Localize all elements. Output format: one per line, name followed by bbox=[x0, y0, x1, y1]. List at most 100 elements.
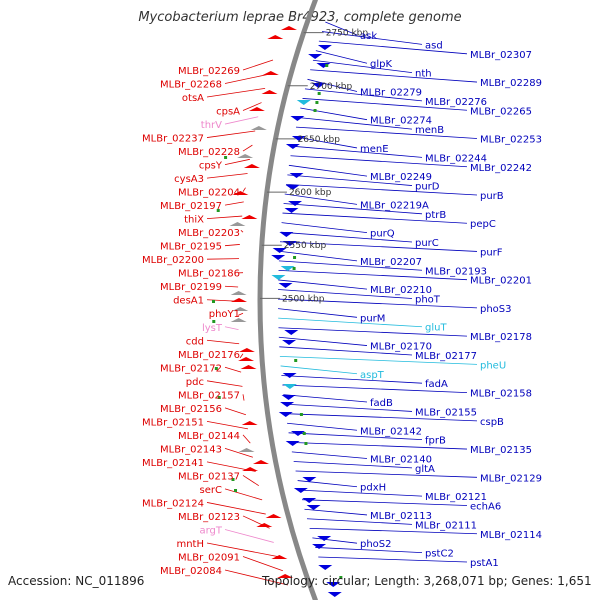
right-leader-line bbox=[306, 518, 413, 525]
left-leader-line bbox=[224, 201, 244, 206]
right-leader-line bbox=[277, 298, 478, 309]
right-gene-label: MLBr_02219A bbox=[360, 200, 429, 211]
right-leader-line bbox=[293, 136, 358, 149]
right-leader-line bbox=[278, 327, 468, 337]
left-gene-label: MLBr_02199 bbox=[160, 282, 222, 293]
right-leader-line bbox=[302, 98, 468, 111]
left-leader-line bbox=[206, 130, 256, 138]
left-leader-line bbox=[206, 258, 240, 260]
right-gene-label: MLBr_02274 bbox=[370, 116, 432, 127]
right-leader-line bbox=[288, 164, 368, 177]
left-gene-label: MLBr_02197 bbox=[160, 201, 222, 212]
right-leader-line bbox=[284, 403, 413, 412]
left-gene-label: MLBr_02172 bbox=[160, 363, 222, 374]
forward-gene-arrow bbox=[229, 222, 246, 226]
reverse-gene-arrow bbox=[317, 45, 332, 50]
right-leader-line bbox=[288, 432, 423, 441]
left-leader-line bbox=[224, 407, 246, 416]
left-leader-line bbox=[206, 502, 266, 515]
left-leader-line bbox=[242, 434, 251, 444]
reverse-gene-arrow bbox=[290, 431, 305, 436]
right-gene-label: MLBr_02114 bbox=[480, 530, 542, 541]
right-leader-line bbox=[283, 394, 368, 403]
left-leader-line bbox=[242, 556, 283, 572]
right-leader-line bbox=[293, 461, 413, 469]
right-gene-label: pstA1 bbox=[470, 558, 499, 569]
right-gene-label: MLBr_02244 bbox=[425, 153, 487, 164]
right-leader-line bbox=[278, 317, 423, 328]
right-leader-line bbox=[295, 470, 478, 478]
reverse-gene-arrow bbox=[282, 373, 297, 378]
reverse-gene-arrow bbox=[278, 283, 293, 288]
reverse-gene-arrow bbox=[316, 63, 331, 68]
right-gene-label: fprB bbox=[425, 436, 446, 447]
left-gene-label: otsA bbox=[182, 93, 204, 104]
right-leader-line bbox=[315, 547, 423, 553]
right-leader-line bbox=[278, 260, 423, 271]
gene-marker bbox=[214, 367, 218, 370]
reverse-gene-arrow bbox=[282, 384, 297, 389]
gene-marker bbox=[224, 156, 228, 159]
reverse-gene-arrow bbox=[291, 136, 306, 141]
right-gene-label: pdxH bbox=[360, 483, 386, 494]
right-gene-label: aspT bbox=[360, 370, 385, 381]
reverse-gene-arrow bbox=[281, 395, 296, 400]
forward-gene-arrow bbox=[241, 421, 258, 425]
right-gene-label: asd bbox=[425, 40, 443, 51]
right-gene-label: menE bbox=[360, 144, 389, 155]
right-gene-label: gluT bbox=[425, 323, 447, 334]
right-gene-label: MLBr_02170 bbox=[370, 342, 432, 353]
right-gene-label: MLBr_02158 bbox=[470, 389, 532, 400]
kbp-label: 2550 kbp bbox=[284, 241, 327, 251]
left-leader-line bbox=[206, 339, 240, 345]
right-gene-label: pheU bbox=[480, 360, 506, 371]
reverse-gene-arrow bbox=[279, 232, 294, 237]
left-leader-line bbox=[224, 366, 242, 373]
right-gene-label: ask bbox=[360, 31, 377, 42]
right-leader-line bbox=[280, 365, 358, 375]
right-gene-label: MLBr_02142 bbox=[360, 426, 422, 437]
left-gene-label: MLBr_02268 bbox=[160, 80, 222, 91]
left-gene-label: MLBr_02156 bbox=[160, 404, 222, 415]
forward-gene-arrow bbox=[250, 126, 267, 130]
right-leader-line bbox=[299, 489, 423, 497]
forward-gene-arrow bbox=[238, 448, 255, 452]
forward-gene-arrow bbox=[261, 90, 278, 94]
reverse-gene-arrow bbox=[285, 441, 300, 446]
right-leader-line bbox=[279, 346, 413, 356]
right-leader-line bbox=[321, 31, 423, 45]
left-leader-line bbox=[242, 102, 262, 111]
right-gene-label: MLBr_02113 bbox=[370, 511, 432, 522]
reverse-gene-arrow bbox=[296, 100, 311, 105]
right-leader-line bbox=[284, 193, 358, 205]
forward-gene-arrow bbox=[230, 318, 247, 322]
forward-gene-arrow bbox=[232, 307, 249, 311]
right-gene-label: phoS3 bbox=[480, 304, 512, 315]
gene-marker bbox=[325, 64, 329, 67]
reverse-gene-arrow bbox=[282, 241, 297, 246]
gene-marker bbox=[212, 300, 216, 303]
right-gene-label: purC bbox=[415, 238, 439, 249]
right-gene-label: pstC2 bbox=[425, 549, 454, 560]
left-leader-line bbox=[206, 87, 266, 98]
gene-marker bbox=[231, 478, 235, 481]
right-leader-line bbox=[295, 126, 478, 139]
left-gene-label: cpsY bbox=[199, 161, 223, 172]
right-leader-line bbox=[278, 279, 368, 290]
left-gene-label: MLBr_02137 bbox=[178, 471, 240, 482]
right-gene-label: MLBr_02289 bbox=[480, 78, 542, 89]
gene-marker bbox=[302, 432, 306, 435]
right-leader-line bbox=[285, 184, 478, 196]
left-gene-label: cysA3 bbox=[174, 174, 204, 185]
left-leader-line bbox=[242, 475, 259, 487]
kbp-label: 2750 kbp bbox=[326, 29, 369, 39]
right-leader-line bbox=[278, 289, 413, 299]
left-gene-label: MLBr_02203 bbox=[178, 228, 240, 239]
gene-marker bbox=[317, 92, 321, 95]
forward-gene-arrow bbox=[271, 555, 288, 559]
right-gene-label: fadB bbox=[370, 398, 393, 409]
right-gene-label: MLBr_02307 bbox=[470, 50, 532, 61]
right-leader-line bbox=[315, 50, 368, 64]
right-leader-line bbox=[302, 499, 468, 506]
